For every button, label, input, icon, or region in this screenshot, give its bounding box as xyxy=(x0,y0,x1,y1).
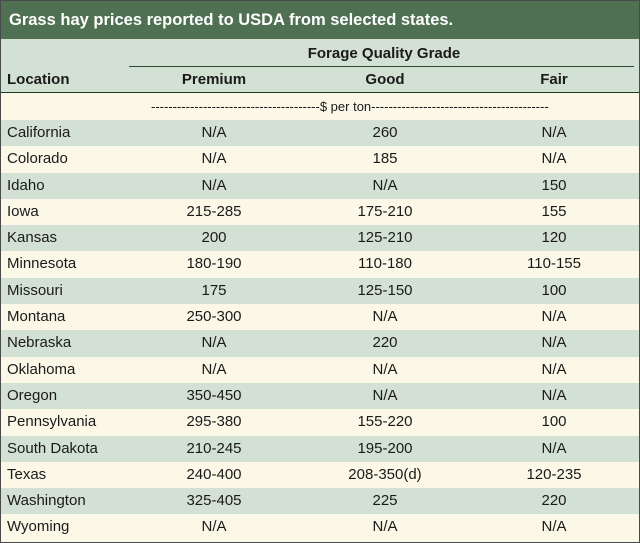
cell-fair: N/A xyxy=(541,439,567,457)
cell-location: Oregon xyxy=(7,386,58,404)
cell-location: Idaho xyxy=(7,176,45,194)
table-row: Minnesota 180-190 110-180 110-155 xyxy=(1,251,639,278)
cell-premium: 180-190 xyxy=(186,255,242,273)
cell-location: South Dakota xyxy=(7,439,98,457)
table-row: Washington 325-405 225 220 xyxy=(1,488,639,515)
table-row: Iowa 215-285 175-210 155 xyxy=(1,198,639,226)
cell-premium: 215-285 xyxy=(186,202,242,220)
cell-good: 110-180 xyxy=(358,255,412,273)
units-row: ---------------------------------------$… xyxy=(1,93,639,120)
cell-location: Montana xyxy=(7,308,66,326)
cell-good: 155-220 xyxy=(357,413,413,431)
cell-premium: 210-245 xyxy=(186,439,242,457)
cell-fair: 220 xyxy=(541,492,567,510)
table-header: Forage Quality Grade Location Premium Go… xyxy=(1,39,639,93)
cell-premium: 325-405 xyxy=(186,492,242,510)
cell-good: 185 xyxy=(372,150,398,168)
column-header-good: Good xyxy=(365,71,405,88)
cell-good: 260 xyxy=(372,124,398,141)
cell-location: Nebraska xyxy=(7,334,72,352)
cell-location: Washington xyxy=(7,492,86,510)
cell-good: 175-210 xyxy=(357,202,413,220)
table-row: Oklahoma N/A N/A N/A xyxy=(1,356,639,383)
cell-fair: 120-235 xyxy=(526,465,582,483)
units-label: ---------------------------------------$… xyxy=(151,99,549,114)
cell-premium: N/A xyxy=(201,334,227,352)
table-row: Pennsylvania 295-380 155-220 100 xyxy=(1,409,639,436)
table-row: South Dakota 210-245 195-200 N/A xyxy=(1,435,639,462)
cell-good: 195-200 xyxy=(357,439,413,457)
cell-good: 225 xyxy=(372,492,398,510)
cell-premium: N/A xyxy=(201,150,227,168)
cell-premium: 175 xyxy=(201,281,227,299)
cell-good: 208-350(d) xyxy=(348,465,422,483)
cell-fair: 120 xyxy=(541,229,567,247)
table-row: Kansas 200 125-210 120 xyxy=(1,225,639,252)
cell-premium: 240-400 xyxy=(186,465,242,483)
cell-location: California xyxy=(7,124,71,141)
cell-premium: N/A xyxy=(201,124,227,141)
cell-fair: N/A xyxy=(541,386,567,404)
cell-good: 220 xyxy=(372,334,398,352)
cell-fair: 150 xyxy=(541,176,567,194)
table-row: Nebraska N/A 220 N/A xyxy=(1,330,639,357)
table-row: Texas 240-400 208-350(d) 120-235 xyxy=(1,461,639,489)
cell-fair: N/A xyxy=(541,308,567,326)
cell-premium: N/A xyxy=(201,360,227,378)
cell-fair: N/A xyxy=(541,150,567,168)
column-header-premium: Premium xyxy=(181,71,247,88)
column-header-location: Location xyxy=(7,71,70,88)
cell-premium: N/A xyxy=(201,176,227,194)
column-header-fair: Fair xyxy=(540,71,568,88)
cell-fair: N/A xyxy=(541,124,567,141)
cell-fair: N/A xyxy=(541,360,567,378)
cell-good: N/A xyxy=(372,386,398,404)
forage-quality-grade-label: Forage Quality Grade xyxy=(307,45,461,62)
cell-fair: N/A xyxy=(541,334,567,352)
cell-location: Wyoming xyxy=(7,518,70,536)
cell-location: Colorado xyxy=(7,150,68,168)
cell-location: Oklahoma xyxy=(7,360,76,378)
cell-location: Kansas xyxy=(7,229,58,247)
cell-premium: 250-300 xyxy=(186,308,242,326)
header-divider xyxy=(129,66,634,67)
table-row: Wyoming N/A N/A N/A xyxy=(1,514,639,541)
cell-good: 125-210 xyxy=(357,229,413,247)
cell-fair: N/A xyxy=(541,518,567,536)
cell-good: 125-150 xyxy=(357,281,413,299)
cell-location: Missouri xyxy=(7,281,63,299)
cell-location: Minnesota xyxy=(7,255,77,273)
cell-fair: 100 xyxy=(541,281,567,299)
table-row: Oregon 350-450 N/A N/A xyxy=(1,382,639,410)
cell-good: N/A xyxy=(372,308,398,326)
cell-premium: 200 xyxy=(201,229,227,247)
cell-location: Texas xyxy=(7,465,47,483)
cell-fair: 100 xyxy=(541,413,567,431)
cell-fair: 110-155 xyxy=(527,255,581,273)
table-title: Grass hay prices reported to USDA from s… xyxy=(1,1,639,39)
table-row: Montana 250-300 N/A N/A xyxy=(1,304,639,331)
cell-fair: 155 xyxy=(541,202,567,220)
cell-premium: 350-450 xyxy=(186,386,242,404)
cell-location: Iowa xyxy=(7,202,39,220)
cell-premium: 295-380 xyxy=(186,413,242,431)
cell-good: N/A xyxy=(372,518,398,536)
table-row: California N/A 260 N/A xyxy=(1,120,639,147)
table-body: California N/A 260 N/A Colorado N/A 185 N/A Idah… xyxy=(1,120,639,541)
cell-good: N/A xyxy=(372,360,398,378)
table-row: Idaho N/A N/A 150 xyxy=(1,172,639,199)
cell-good: N/A xyxy=(372,176,398,194)
table-row: Missouri 175 125-150 100 xyxy=(1,277,639,305)
table-row: Colorado N/A 185 N/A xyxy=(1,146,639,173)
cell-location: Pennsylvania xyxy=(7,413,97,431)
cell-premium: N/A xyxy=(201,518,227,536)
